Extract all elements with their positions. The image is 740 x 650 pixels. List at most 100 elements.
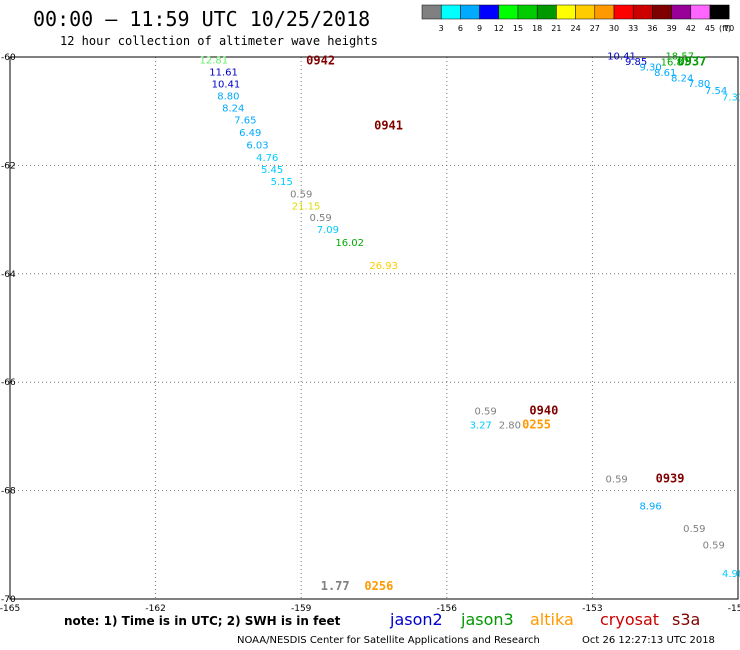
- wave-height-label: 8.80: [217, 91, 239, 102]
- wave-height-label: 0.59: [606, 474, 628, 485]
- scale-swatch: [690, 4, 711, 20]
- wave-height-label: 11.61: [209, 67, 238, 78]
- wave-height-label: 0.59: [683, 524, 705, 535]
- footer-note: note: 1) Time is in UTC; 2) SWH is in fe…: [64, 614, 341, 628]
- plot-frame: [9, 56, 739, 600]
- wave-height-label: 6.03: [246, 141, 268, 152]
- satellite-name: jason2: [389, 610, 443, 629]
- x-tick-label: -156: [437, 604, 458, 614]
- wave-height-label: 9.85: [625, 57, 647, 68]
- y-tick-label: -68: [1, 487, 16, 497]
- footer-timestamp: Oct 26 12:27:13 UTC 2018: [582, 635, 715, 646]
- y-tick-label: -60: [1, 53, 16, 63]
- x-tick-label: -150: [728, 604, 740, 614]
- pass-time-label: 0941: [374, 119, 403, 133]
- y-tick-label: -62: [1, 161, 16, 171]
- x-tick-label: -159: [291, 604, 312, 614]
- scale-swatch: [440, 4, 461, 20]
- wave-height-label: 7.80: [688, 79, 710, 90]
- scale-label: 36: [647, 24, 657, 33]
- scale-label: 45: [705, 24, 715, 33]
- wave-height-label: 6.49: [239, 128, 261, 139]
- x-tick-label: -165: [0, 604, 20, 614]
- wave-height-label: 8.24: [222, 104, 244, 115]
- scale-swatch: [421, 4, 442, 20]
- scale-label: 3: [439, 24, 444, 33]
- scale-label: 27: [590, 24, 600, 33]
- scale-label: 6: [458, 24, 463, 33]
- y-tick-label: -66: [1, 378, 16, 388]
- wave-height-label: 8.24: [671, 73, 693, 84]
- y-tick-labels: -60 -62 -64 -66 -68 -70: [1, 53, 16, 605]
- wave-height-label: 0.59: [703, 541, 725, 552]
- scale-swatch: [536, 4, 557, 20]
- y-tick-label: -70: [1, 595, 16, 605]
- scale-label: 33: [628, 24, 638, 33]
- wave-height-label: 7.31: [722, 92, 740, 103]
- pass-time-labels: 094209410937093809400255093902561.77: [306, 54, 706, 593]
- wave-height-label: 8.96: [640, 502, 662, 513]
- x-tick-label: -162: [145, 604, 165, 614]
- satellite-name: s3a: [672, 610, 700, 629]
- wave-height-label: 18.57: [665, 52, 694, 63]
- pass-time-label: 0256: [364, 579, 393, 593]
- wave-height-label: 10.41: [607, 52, 636, 63]
- pass-time-label: 0937: [677, 55, 706, 69]
- wave-height-label: 0.59: [474, 407, 496, 418]
- pass-time-label: 1.77: [321, 579, 350, 593]
- scale-label: 70: [724, 24, 734, 33]
- wave-height-label: 9.30: [640, 63, 662, 74]
- scale-label: 15: [513, 24, 523, 33]
- chart-subtitle: 12 hour collection of altimeter wave hei…: [60, 34, 378, 48]
- wave-height-label: 0.59: [309, 213, 331, 224]
- pass-time-label: 0942: [306, 54, 335, 68]
- scale-swatch: [517, 4, 538, 20]
- wave-height-label: 8.61: [654, 68, 676, 79]
- satellite-name: altika: [530, 610, 574, 629]
- wave-height-label: 4.98: [722, 569, 740, 580]
- wave-height-label: 7.65: [234, 116, 256, 127]
- chart-title: 00:00 – 11:59 UTC 10/25/2018: [33, 7, 370, 31]
- satellite-name: cryosat: [600, 610, 659, 629]
- scale-swatch: [498, 4, 519, 20]
- color-scale: 3 6 9 12 15 18 21 24 27 30 33 36 39 42 45 70(ft): [421, 4, 734, 33]
- scale-swatch: [594, 4, 615, 20]
- wave-height-label: 10.41: [212, 79, 241, 90]
- scale-label: 12: [494, 24, 504, 33]
- scale-swatch: [671, 4, 692, 20]
- x-tick-labels: -165 -162 -159 -156 -153 -150: [0, 604, 740, 614]
- pass-time-label: 0939: [656, 471, 685, 485]
- wave-height-label: 5.15: [271, 177, 293, 188]
- wave-height-label: 3.27: [470, 420, 492, 431]
- pass-time-label: 0940: [529, 404, 558, 418]
- wave-height-label: 7.09: [317, 225, 339, 236]
- satellite-legend: jason2 jason3 altika cryosat s3a: [389, 610, 700, 629]
- scale-swatch: [613, 4, 634, 20]
- x-tick-label: -153: [582, 604, 602, 614]
- scale-swatch: [652, 4, 672, 20]
- scale-swatch: [632, 4, 653, 20]
- wave-height-label: 12.81: [200, 56, 229, 67]
- scale-label: 42: [686, 24, 696, 33]
- scale-label: 39: [667, 24, 677, 33]
- scale-swatch: [460, 4, 480, 20]
- scale-unit: (ft): [719, 24, 731, 33]
- scale-swatch: [709, 4, 730, 20]
- wave-height-label: 16.87: [661, 58, 690, 69]
- scale-swatch: [479, 4, 500, 20]
- wave-height-label: 26.93: [369, 261, 398, 272]
- wave-height-label: 21.15: [292, 201, 321, 212]
- footer-credit: NOAA/NESDIS Center for Satellite Applica…: [237, 635, 540, 646]
- scale-label: 30: [609, 24, 619, 33]
- pass-time-label: 0255: [522, 417, 551, 431]
- wave-height-label: 4.76: [256, 153, 278, 164]
- wave-height-label: 0.59: [290, 189, 312, 200]
- scale-label: 21: [551, 24, 561, 33]
- scale-swatch: [575, 4, 596, 20]
- scale-label: 9: [477, 24, 482, 33]
- scale-label: 24: [571, 24, 581, 33]
- wave-height-label: 5.45: [261, 165, 283, 176]
- scale-label: 18: [532, 24, 542, 33]
- y-tick-label: -64: [1, 270, 16, 280]
